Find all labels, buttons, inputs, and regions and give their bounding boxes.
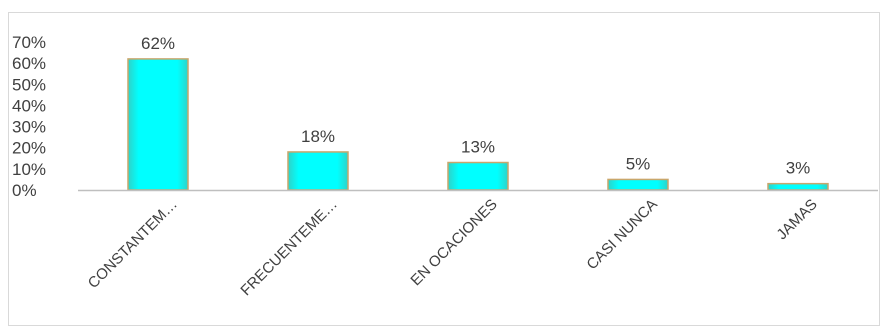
y-tick-label: 60%: [12, 54, 46, 73]
bar: [287, 151, 349, 191]
category-label: CONSTANTEM…: [85, 196, 181, 292]
data-label: 13%: [461, 138, 495, 157]
category-labels: CONSTANTEM… FRECUENTEME… EN OCACIONES CASI …: [85, 196, 821, 299]
y-tick-label: 50%: [12, 75, 46, 94]
bar: [447, 161, 509, 191]
y-tick-label: 20%: [12, 139, 46, 158]
bar: [767, 182, 829, 191]
y-tick-label: 10%: [12, 160, 46, 179]
y-tick-label: 0%: [12, 181, 37, 200]
category-label: EN OCACIONES: [407, 196, 500, 289]
category-label: JAMAS: [773, 196, 820, 243]
bar: [127, 58, 189, 191]
data-label: 3%: [786, 159, 811, 178]
bars: [127, 58, 829, 191]
y-tick-label: 30%: [12, 118, 46, 137]
category-label: FRECUENTEME…: [237, 196, 340, 299]
bar: [607, 178, 669, 191]
data-label: 5%: [626, 154, 651, 173]
category-label: CASI NUNCA: [583, 196, 660, 273]
data-label: 18%: [301, 127, 335, 146]
data-label: 62%: [141, 34, 175, 53]
data-labels: 62% 18% 13% 5% 3%: [141, 34, 810, 178]
y-tick-label: 40%: [12, 96, 46, 115]
y-tick-label: 70%: [12, 33, 46, 52]
y-axis-ticks: 0% 10% 20% 30% 40% 50% 60% 70%: [12, 33, 46, 200]
